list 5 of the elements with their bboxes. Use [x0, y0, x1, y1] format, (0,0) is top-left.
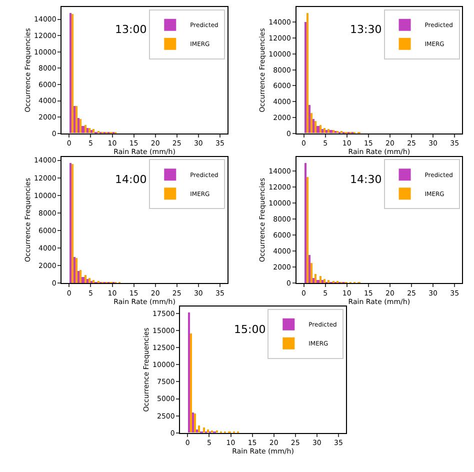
text: 13:30: [350, 23, 382, 36]
text: 15:00: [234, 323, 266, 336]
text: 14:00: [115, 173, 147, 186]
text: 13:00: [115, 23, 147, 36]
text: 14:30: [350, 173, 382, 186]
